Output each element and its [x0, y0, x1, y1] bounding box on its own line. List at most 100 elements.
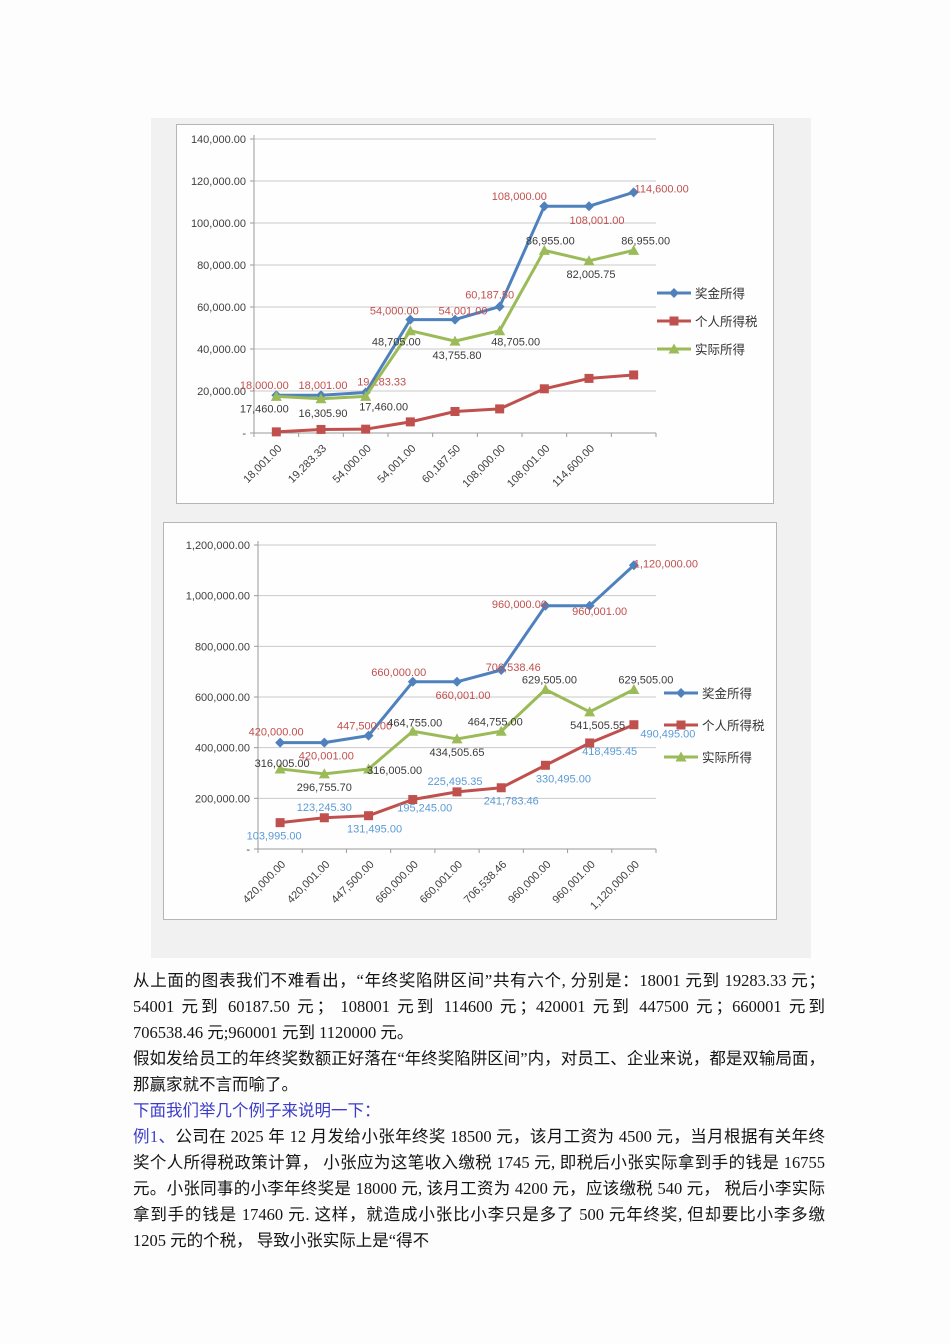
square-marker	[316, 424, 326, 434]
square-marker	[361, 424, 371, 434]
document-text: 从上面的图表我们不难看出，“年终奖陷阱区间”共有六个, 分别是：18001 元到…	[133, 968, 825, 1254]
square-marker	[539, 384, 549, 394]
diamond-marker	[496, 665, 507, 676]
x-tick-label: 660,001.00	[418, 859, 465, 906]
y-tick-label: 40,000.00	[197, 344, 246, 356]
square-marker	[584, 373, 594, 383]
data-label: 660,001.00	[435, 690, 490, 702]
chart-bonus-tax-large-range: - 200,000.00 400,000.00 600,000.00 800,000.0…	[163, 522, 777, 920]
data-label: 60,187.50	[465, 290, 514, 302]
y-tick-label: 1,000,000.00	[186, 591, 250, 603]
data-label: 225,495.35	[427, 776, 482, 788]
x-tick-label: 420,001.00	[285, 859, 332, 906]
y-tick-label: 200,000.00	[195, 793, 250, 805]
charts-canvas: - 20,000.00 40,000.00 60,000.00 80,000.00 100…	[151, 118, 811, 958]
y-tick-label: -	[242, 428, 246, 440]
y-tick-label: 80,000.00	[197, 260, 246, 272]
data-label: 195,245.00	[397, 803, 452, 815]
square-marker	[629, 720, 639, 730]
data-label: 420,000.00	[249, 727, 304, 739]
data-label: 17,460.00	[359, 401, 408, 413]
y-tick-label: 600,000.00	[195, 692, 250, 704]
data-label: 86,955.00	[526, 235, 575, 247]
x-tick-label: 18,001.00	[241, 443, 284, 486]
data-label: 706,538.46	[486, 662, 541, 674]
data-label: 18,001.00	[299, 380, 348, 392]
triangle-marker	[451, 733, 463, 744]
x-tick-label: 108,001.00	[505, 443, 552, 490]
x-tick-label: 19,283.33	[286, 443, 329, 486]
chart-bonus-tax-small-range: - 20,000.00 40,000.00 60,000.00 80,000.00 100…	[176, 124, 774, 504]
line-chart-svg: - 20,000.00 40,000.00 60,000.00 80,000.00 100…	[191, 134, 758, 490]
data-label: 108,000.00	[492, 191, 547, 203]
y-tick-label: 20,000.00	[197, 386, 246, 398]
triangle-marker	[628, 244, 640, 255]
square-marker	[676, 720, 686, 730]
data-label: 19,283.33	[357, 377, 406, 389]
legend-label: 个人所得税	[702, 718, 765, 733]
example-1-label: 例1、	[133, 1127, 176, 1146]
paragraph-example-1: 例1、公司在 2025 年 12 月发给小张年终奖 18500 元，该月工资为 …	[133, 1124, 825, 1254]
data-label: 241,783.46	[484, 796, 539, 808]
y-tick-label: 120,000.00	[191, 176, 246, 188]
data-label: 114,600.00	[635, 183, 689, 195]
diamond-marker	[628, 187, 639, 198]
example-1-body: 公司在 2025 年 12 月发给小张年终奖 18500 元，该月工资为 450…	[133, 1127, 826, 1250]
square-marker	[275, 818, 285, 828]
diamond-marker	[319, 737, 330, 748]
triangle-marker	[360, 390, 372, 401]
data-label: 464,755.00	[387, 717, 442, 729]
diamond-marker	[405, 314, 416, 325]
data-label: 1,120,000.00	[634, 558, 698, 570]
square-marker	[540, 760, 550, 770]
data-label: 48,705.00	[372, 337, 421, 349]
paragraph-conclusion: 假如发给员工的年终奖数额正好落在“年终奖陷阱区间”内，对员工、企业来说，都是双输…	[133, 1049, 825, 1094]
data-label: 447,500.00	[337, 721, 392, 733]
data-label: 103,995.00	[247, 831, 302, 843]
triangle-marker	[628, 684, 640, 695]
data-label: 541,505.55	[570, 720, 625, 732]
data-label: 660,000.00	[371, 667, 426, 679]
diamond-marker	[450, 314, 460, 325]
triangle-marker	[270, 390, 282, 401]
legend-label: 奖金所得	[702, 686, 752, 701]
triangle-marker	[318, 768, 330, 779]
triangle-marker	[668, 343, 680, 354]
data-label: 48,705.00	[491, 337, 540, 349]
data-label: 82,005.75	[567, 269, 616, 281]
data-label: 316,005.00	[255, 758, 310, 770]
diamond-marker	[452, 676, 462, 687]
diamond-marker	[669, 288, 679, 298]
diamond-marker	[584, 600, 595, 611]
data-label: 16,305.90	[299, 408, 348, 420]
x-tick-label: 60,187.50	[420, 443, 463, 486]
data-label: 123,245.30	[297, 802, 352, 814]
data-label: 18,000.00	[240, 380, 289, 392]
data-label: 629,505.00	[618, 675, 673, 687]
triangle-marker	[404, 325, 416, 336]
diamond-marker	[584, 201, 594, 212]
data-label: 420,001.00	[299, 751, 354, 763]
y-tick-label: 140,000.00	[191, 134, 246, 146]
line-chart-svg: - 200,000.00 400,000.00 600,000.00 800,000.0…	[186, 540, 765, 913]
data-label: 418,495.45	[582, 746, 637, 758]
data-label: 490,495.00	[640, 729, 695, 741]
series-line	[280, 564, 635, 745]
square-marker	[669, 316, 679, 326]
data-label: 296,755.70	[297, 782, 352, 794]
triangle-marker	[495, 725, 507, 736]
paragraph-examples-intro: 下面我们举几个例子来说明一下：	[133, 1101, 381, 1120]
data-label: 131,495.00	[347, 824, 402, 836]
y-tick-label: 60,000.00	[197, 302, 246, 314]
x-tick-label: 108,000.00	[460, 443, 507, 490]
y-tick-label: 400,000.00	[195, 743, 250, 755]
data-label: 86,955.00	[621, 235, 670, 247]
data-label: 316,005.00	[367, 765, 422, 777]
legend-label: 奖金所得	[695, 286, 745, 301]
data-label: 960,001.00	[572, 606, 627, 618]
triangle-marker	[407, 725, 419, 736]
diamond-marker	[407, 676, 418, 687]
x-tick-label: 706,538.46	[462, 859, 509, 906]
data-label: 108,001.00	[569, 215, 624, 227]
x-tick-label: 447,500.00	[329, 859, 376, 906]
